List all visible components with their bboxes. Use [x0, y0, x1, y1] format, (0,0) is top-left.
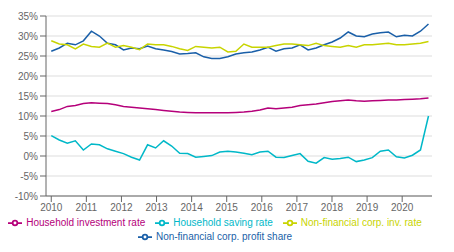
html-text:Non-financial corp. inv. rate: Non-financial corp. inv. rate	[300, 216, 422, 228]
svg-text:2010: 2010	[40, 202, 63, 213]
svg-text:30%: 30%	[18, 31, 38, 42]
html-text:Household investment rate: Household investment rate	[26, 216, 146, 228]
svg-text:2020: 2020	[391, 202, 414, 213]
svg-text:35%: 35%	[18, 11, 38, 22]
svg-text:2016: 2016	[251, 202, 274, 213]
svg-text:2013: 2013	[145, 202, 168, 213]
svg-text:2012: 2012	[110, 202, 133, 213]
svg-text:15%: 15%	[18, 91, 38, 102]
svg-text:25%: 25%	[18, 51, 38, 62]
svg-text:2019: 2019	[356, 202, 379, 213]
svg-text:-5%: -5%	[20, 171, 38, 182]
svg-text:2014: 2014	[181, 202, 204, 213]
html-text:Household saving rate: Household saving rate	[173, 216, 273, 228]
svg-text:5%: 5%	[24, 131, 39, 142]
svg-text:2011: 2011	[76, 202, 98, 213]
svg-text:-10%: -10%	[15, 191, 38, 202]
svg-text:2015: 2015	[216, 202, 239, 213]
html-text:Non-financial corp. profit sha: Non-financial corp. profit share	[155, 230, 293, 242]
svg-text:2018: 2018	[321, 202, 344, 213]
svg-text:0%: 0%	[24, 151, 39, 162]
svg-text:20%: 20%	[18, 71, 38, 82]
svg-text:2017: 2017	[286, 202, 309, 213]
svg-text:10%: 10%	[18, 111, 38, 122]
